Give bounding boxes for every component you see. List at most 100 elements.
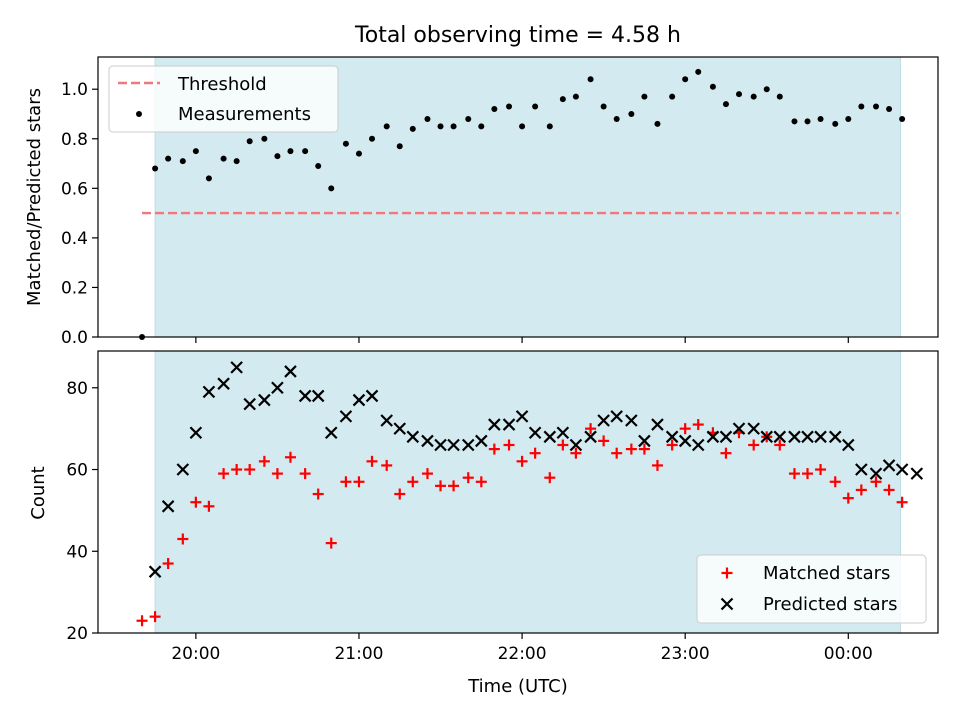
ratio-legend: Threshold Measurements [108,65,339,133]
predicted-star-point-b [788,430,801,444]
predicted-star-point [365,389,379,403]
measurement-point [519,123,526,130]
matched-star-point [149,611,161,623]
predicted-star-point-b [719,430,733,444]
matched-star-point [231,464,243,476]
measurement-point [613,115,620,122]
measurement-point [478,123,485,130]
predicted-star-point [569,438,583,452]
ratio-panel-marks [139,68,906,340]
measurement-point [261,135,268,142]
matched-star-point [748,439,760,451]
matched-star-point [271,468,283,480]
predicted-star-point [461,438,475,452]
matched-star-point [421,468,433,480]
measurement-point [409,125,416,132]
predicted-star-point-b [243,397,256,411]
predicted-star-point [528,426,542,440]
measurement-point [873,103,880,110]
measurement-point [600,103,607,110]
measurement-point [628,110,635,117]
measurement-point [750,93,757,100]
measurement-point [532,103,539,110]
matched-star-point [815,464,827,476]
y-tick-label: 0.4 [61,229,88,249]
predicted-star-point-b [421,434,434,448]
measurement-point [804,118,811,125]
predicted-star-point-b [393,422,407,435]
predicted-star-point-b [706,430,720,444]
predicted-star-point [475,434,488,448]
predicted-star-point-b [910,467,924,480]
measurement-point [791,118,798,125]
measurement-point [736,91,743,98]
measurement-point [342,140,349,147]
predicted-star-point [271,381,284,395]
measurement-point [152,165,159,172]
matched-star-point [842,492,854,504]
matched-star-point [802,468,814,480]
count-panel-axes: 20 40 60 80 20:00 21:00 22:00 23:00 00:00 [66,350,939,664]
count-x-axis-label: Time (UTC) [467,676,568,697]
predicted-star-point-b [678,434,692,448]
measurement-point [205,175,212,182]
matched-star-point [244,464,256,476]
matched-star-point [516,455,528,467]
measurement-point [886,106,893,113]
predicted-star-point [665,430,679,444]
measurement-point [546,123,553,130]
predicted-star-point-b [176,463,190,476]
y-tick-label: 0.8 [61,130,88,150]
predicted-star-point [230,361,243,374]
predicted-star-point [434,438,447,452]
measurement-point [491,106,498,113]
matched-star-point [666,439,678,451]
matched-star-point [190,496,202,508]
y-tick-label: 0.0 [61,328,88,348]
predicted-star-point-b [461,438,475,452]
predicted-star-point-b [801,430,814,444]
predicted-star-point [760,430,774,444]
matched-star-point [692,419,704,431]
matched-star-point [462,472,474,484]
predicted-star-point-b [625,414,638,427]
predicted-star-point-b [447,438,460,452]
matched-star-point [720,447,732,459]
predicted-star-point-b [638,434,651,448]
legend-box [696,554,927,624]
measurement-point [641,93,648,100]
legend-predicted-label: Predicted stars [763,594,897,615]
predicted-star-point-b [189,426,203,440]
y-tick-label: 80 [66,379,88,399]
measurement-point [858,103,865,110]
count-panel-marks [136,361,924,627]
matched-star-point [435,480,447,492]
measurement-point [450,123,457,130]
matched-star-point [381,459,393,471]
matched-star-point [585,423,597,435]
matched-star-point [162,558,174,570]
legend-predicted-swatch [720,597,734,611]
y-tick-label: 60 [66,461,88,481]
matched-star-point [353,476,365,488]
matched-star-point [883,484,895,496]
predicted-star-point-b [855,463,868,476]
matched-star-point [475,476,487,488]
measurement-point [355,150,362,157]
predicted-star-point [176,463,190,476]
predicted-star-point [488,418,501,431]
predicted-star-point [258,393,271,407]
measurement-point [315,163,322,170]
matched-star-point [570,447,582,459]
predicted-star-point-b [773,430,787,444]
matched-star-point [679,423,691,435]
measurement-point [817,115,824,122]
matched-star-point [136,615,148,627]
predicted-star-point-b [488,418,501,431]
legend-box [108,65,339,133]
predicted-star-point [882,459,896,472]
predicted-star-point-b [258,393,271,407]
predicted-star-point-b [882,459,896,472]
measurement-point [572,93,579,100]
predicted-star-point [298,389,312,403]
